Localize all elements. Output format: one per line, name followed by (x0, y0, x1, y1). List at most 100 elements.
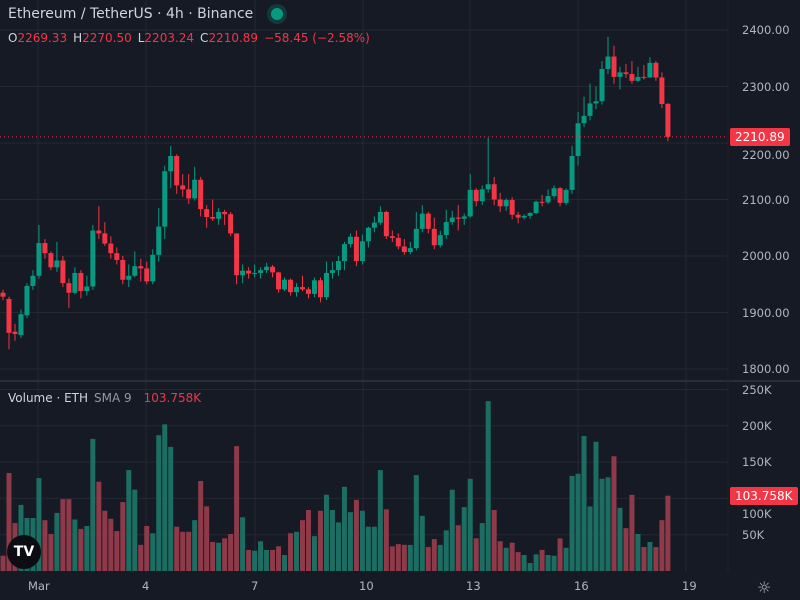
volume-tick-label: 250K (742, 382, 772, 397)
candle-body (611, 56, 617, 77)
candle-body (66, 283, 72, 293)
gear-icon[interactable]: ☼ (757, 578, 772, 597)
candle (329, 261, 335, 279)
candle (204, 205, 210, 228)
candle-body (527, 213, 533, 216)
candle-body (557, 188, 563, 203)
candle-body (96, 230, 102, 234)
volume-title[interactable]: Volume · ETH (8, 391, 89, 405)
candle-body (641, 76, 647, 78)
candle (168, 145, 174, 189)
volume-bar (629, 494, 635, 571)
candle (563, 188, 569, 206)
candle-body (210, 217, 216, 219)
candle-body (401, 246, 407, 253)
symbol-title[interactable]: Ethereum / TetherUS · 4h · Binance (8, 6, 254, 22)
candle-body (569, 155, 575, 190)
candle-body (60, 260, 66, 284)
candle-body (168, 155, 174, 172)
candle (240, 264, 246, 284)
candle (6, 296, 12, 350)
candle-body (575, 123, 581, 156)
volume-bar (222, 538, 228, 571)
candle (665, 103, 671, 142)
volume-bar (180, 531, 186, 571)
candle (425, 211, 431, 234)
candle (222, 209, 228, 225)
candle (599, 61, 605, 105)
tradingview-logo[interactable]: TV (7, 535, 41, 569)
candle (144, 261, 150, 285)
volume-bar (90, 438, 96, 571)
candle-body (503, 200, 509, 207)
last-volume-tag: 103.758K (730, 487, 798, 505)
candle-body (36, 243, 42, 276)
volume-bar (461, 507, 467, 571)
candle (617, 66, 623, 90)
volume-bar (353, 499, 359, 571)
volume-bar (515, 552, 521, 571)
candle-body (276, 272, 282, 290)
volume-bar (533, 554, 539, 571)
candle (323, 261, 329, 301)
volume-bar (491, 510, 497, 571)
volume-bar (72, 519, 78, 571)
candle-body (485, 184, 491, 190)
candlesticks (0, 36, 671, 350)
candle (12, 323, 18, 341)
candle (264, 262, 270, 273)
volume-bar (431, 539, 437, 571)
candle (138, 258, 144, 282)
candle-body (54, 260, 60, 268)
candle-body (353, 236, 359, 262)
candle-body (329, 270, 335, 273)
candle (653, 61, 659, 81)
candle (443, 209, 449, 240)
candle (234, 233, 240, 285)
volume-bar (204, 506, 210, 571)
candle-body (282, 279, 288, 290)
candle (30, 270, 36, 290)
time-tick-label: Mar (28, 579, 50, 593)
market-open-dot-icon (271, 8, 284, 20)
candle-body (377, 211, 383, 223)
volume-bar (485, 401, 491, 571)
candle (246, 267, 252, 279)
candle (449, 210, 455, 225)
candle (557, 187, 563, 207)
candle-body (443, 222, 449, 236)
price-tick-label: 1900.00 (742, 305, 790, 320)
volume-bar (509, 542, 515, 571)
candle (461, 213, 467, 225)
candle (341, 241, 347, 271)
volume-bar (168, 446, 174, 571)
candle (353, 230, 359, 267)
candle (294, 283, 300, 297)
candle-body (48, 253, 54, 268)
volume-bar (102, 510, 108, 571)
candle (383, 210, 389, 240)
volume-bar (479, 523, 485, 571)
candle-body (515, 214, 521, 218)
high-label: H (73, 31, 83, 45)
volume-bar (545, 555, 551, 571)
candle-body (383, 211, 389, 237)
candle (569, 145, 575, 194)
time-tick-label: 4 (142, 579, 150, 593)
volume-bar (162, 424, 168, 571)
volume-bar (258, 541, 264, 571)
candle (210, 199, 216, 221)
candle-body (545, 196, 551, 203)
candle (252, 264, 258, 278)
volume-bar (60, 499, 66, 571)
candle (395, 233, 401, 250)
candle-body (317, 280, 323, 298)
candle (36, 224, 42, 279)
volume-bar (587, 506, 593, 571)
volume-bar (665, 495, 671, 571)
candle (503, 198, 509, 211)
volume-bar (473, 538, 479, 571)
candle-body (509, 200, 515, 215)
price-tick-label: 1800.00 (742, 362, 790, 376)
